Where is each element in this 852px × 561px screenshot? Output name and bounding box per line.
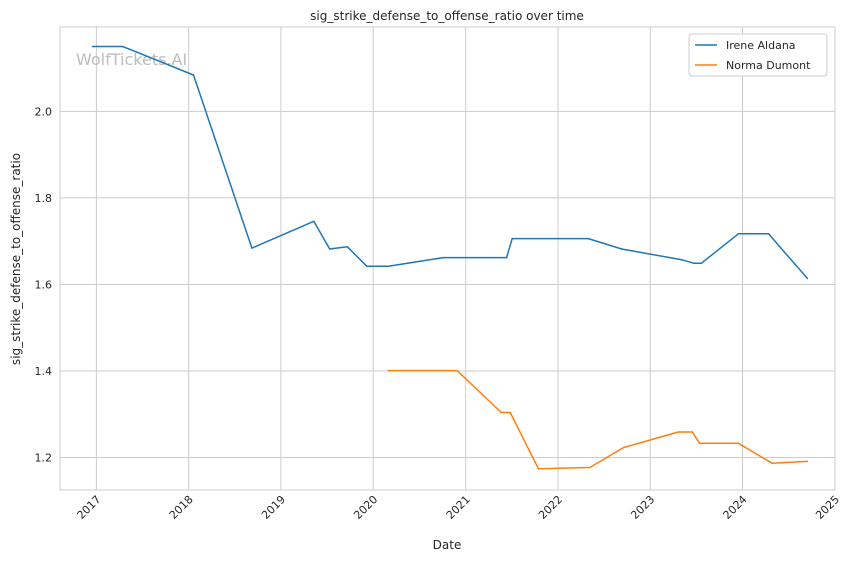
series-line-0 [92, 45, 808, 279]
data-point [771, 462, 773, 465]
data-point [700, 262, 703, 265]
data-point [681, 259, 683, 261]
data-point [691, 431, 694, 433]
x-axis-title: Date [433, 538, 462, 552]
data-point [192, 74, 195, 76]
data-point [442, 256, 445, 259]
watermark-text: WolfTickets.AI [76, 50, 187, 69]
data-point [737, 233, 740, 235]
data-point [511, 237, 513, 240]
data-point [767, 233, 770, 235]
y-tick-label: 1.6 [35, 278, 53, 291]
data-point [91, 45, 94, 48]
data-point [328, 248, 331, 250]
x-tick-label: 2020 [351, 493, 380, 522]
data-point [346, 246, 349, 248]
chart-title: sig_strike_defense_to_offense_ratio over… [310, 9, 584, 23]
data-point [251, 247, 253, 249]
gridlines [60, 27, 836, 490]
x-tick-label: 2024 [721, 493, 750, 522]
data-point [589, 466, 591, 469]
x-tick-label: 2025 [813, 493, 842, 522]
y-tick-label: 2.0 [35, 105, 53, 118]
legend-box [688, 33, 828, 77]
data-point [737, 442, 740, 445]
legend: Irene Aldana Norma Dumont [688, 33, 828, 77]
series-lines [91, 45, 809, 470]
data-point [806, 460, 809, 463]
data-point [505, 256, 508, 259]
data-point [620, 248, 623, 250]
data-point [537, 468, 540, 470]
data-point [698, 442, 701, 445]
data-point [622, 446, 625, 449]
x-tick-label: 2023 [628, 493, 657, 522]
y-tick-label: 1.8 [35, 192, 53, 205]
legend-label: Irene Aldana [726, 39, 796, 52]
data-point [509, 411, 512, 414]
data-point [500, 411, 503, 414]
data-point [387, 265, 390, 268]
y-axis-title: sig_strike_defense_to_offense_ratio [9, 153, 23, 365]
legend-label: Norma Dumont [726, 59, 811, 72]
data-point [387, 369, 389, 372]
x-tick-label: 2022 [536, 493, 565, 522]
plot-area [59, 26, 836, 491]
data-point [693, 262, 695, 265]
data-point [587, 237, 590, 240]
data-point [313, 220, 315, 223]
y-tick-label: 1.2 [35, 452, 53, 465]
data-point [366, 265, 368, 268]
data-point [456, 369, 458, 372]
x-tick-label: 2019 [259, 493, 288, 522]
data-point [806, 277, 809, 280]
data-point [677, 431, 680, 433]
y-tick-label: 1.4 [35, 365, 53, 378]
data-point [121, 45, 124, 48]
x-tick-label: 2018 [167, 493, 196, 522]
x-tick-label: 2017 [75, 493, 104, 522]
x-tick-label: 2021 [444, 493, 473, 522]
